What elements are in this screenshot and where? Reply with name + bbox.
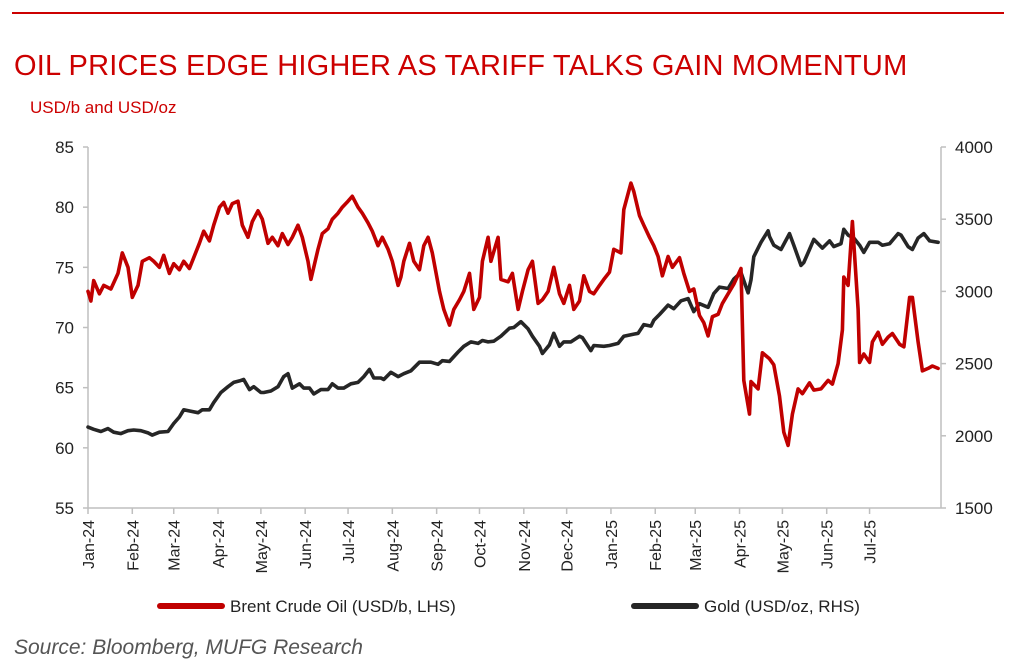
x-tick-label: May-25 — [775, 520, 792, 573]
axes: 55 60 65 70 75 80 85 1500 2000 2500 3000 3500 4000 Ja… — [55, 138, 993, 573]
x-tick-label: May-24 — [254, 520, 271, 573]
series-layer — [86, 181, 940, 448]
x-tick-label: Oct-24 — [472, 520, 489, 568]
top-rule — [12, 12, 1004, 14]
x-tick-label: Mar-24 — [167, 520, 184, 571]
x-tick-label: Apr-24 — [211, 520, 228, 568]
left-tick-label: 70 — [55, 319, 74, 338]
x-tick-label: Jun-25 — [820, 520, 837, 569]
left-tick-label: 85 — [55, 138, 74, 157]
x-tick-label: Aug-24 — [385, 520, 402, 572]
x-tick-label: Jun-24 — [298, 520, 315, 569]
left-tick-label: 65 — [55, 379, 74, 398]
x-tick-label: Nov-24 — [517, 520, 534, 572]
x-tick-label: Jul-25 — [863, 520, 880, 564]
x-tick-label: Jul-24 — [341, 520, 358, 564]
left-tick-label: 80 — [55, 198, 74, 217]
x-tick-label: Dec-24 — [560, 520, 577, 572]
units-label: USD/b and USD/oz — [30, 98, 177, 117]
right-tick-label: 4000 — [955, 138, 993, 157]
oil-series-line — [86, 181, 940, 448]
left-tick-label: 75 — [55, 258, 74, 277]
right-tick-label: 2500 — [955, 355, 993, 374]
chart-title: OIL PRICES EDGE HIGHER AS TARIFF TALKS G… — [14, 50, 908, 82]
legend-label-gold: Gold (USD/oz, RHS) — [704, 597, 860, 616]
legend: Brent Crude Oil (USD/b, LHS) Gold (USD/oz… — [157, 597, 860, 616]
left-tick-label: 60 — [55, 439, 74, 458]
right-tick-label: 3000 — [955, 282, 993, 301]
right-tick-label: 1500 — [955, 499, 993, 518]
left-tick-label: 55 — [55, 499, 74, 518]
x-tick-label: Feb-25 — [648, 520, 665, 571]
source-note: Source: Bloomberg, MUFG Research — [14, 636, 363, 659]
right-tick-label: 2000 — [955, 427, 993, 446]
right-tick-label: 3500 — [955, 210, 993, 229]
x-tick-label: Apr-25 — [733, 520, 750, 568]
legend-label-oil: Brent Crude Oil (USD/b, LHS) — [230, 597, 456, 616]
x-tick-label: Mar-25 — [688, 520, 705, 571]
x-tick-label: Jan-25 — [604, 520, 621, 569]
x-tick-label: Sep-24 — [430, 520, 447, 572]
x-tick-label: Jan-24 — [81, 520, 98, 569]
x-tick-label: Feb-24 — [125, 520, 142, 571]
gold-series-line — [86, 227, 940, 437]
